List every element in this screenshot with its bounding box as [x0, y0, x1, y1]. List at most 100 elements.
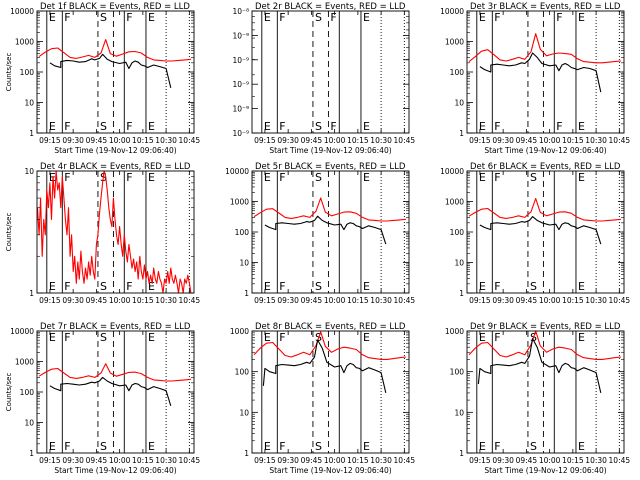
panel-det-3: Det 3r BLACK = Events, RED = LLD Start Ti… [440, 2, 630, 155]
x-tick-label: 10:15 [562, 136, 584, 145]
series-events [49, 53, 172, 89]
marker-letter: E [479, 440, 486, 453]
y-tick-label: 10000 [440, 7, 464, 16]
x-tick-label: 10:15 [132, 296, 154, 305]
y-tick-label: 1000 [230, 198, 249, 207]
x-tick-label: 09:15 [39, 136, 61, 145]
series-events [479, 216, 602, 245]
marker-letter: S [100, 120, 107, 133]
panel-det-2: Det 2r BLACK = Events, RED = LLD Start Ti… [232, 2, 415, 155]
panel-title: Det 7r BLACK = Events, RED = LLD [40, 322, 191, 332]
marker-letter: F [330, 11, 336, 24]
y-tick-label: 1000 [445, 327, 464, 336]
y-tick-label: 10⁻⁸ [232, 7, 249, 16]
marker-letter: F [556, 11, 562, 24]
plot-frame [36, 10, 195, 134]
x-tick-label: 09:45 [86, 136, 108, 145]
x-tick-label: 10:00 [324, 296, 346, 305]
y-tick-label: 10⁻⁹ [232, 56, 249, 65]
marker-letter: F [126, 171, 132, 184]
series-lld [253, 197, 406, 222]
x-tick-label: 10:00 [109, 456, 131, 465]
x-tick-label: 10:45 [609, 456, 631, 465]
x-tick-label: 10:45 [394, 456, 416, 465]
marker-letter: E [264, 120, 271, 133]
y-tick-label: 10⁻⁹ [232, 80, 249, 89]
x-tick-label: 10:45 [394, 296, 416, 305]
panel-title: Det 5r BLACK = Events, RED = LLD [255, 162, 406, 172]
x-axis-label: Start Time (19-Nov-12 09:06:40) [269, 146, 391, 155]
series-lld [468, 197, 621, 222]
y-tick-label: 10 [239, 408, 249, 417]
marker-letter: E [148, 280, 155, 293]
y-tick-label: 1 [244, 289, 249, 298]
x-axis-label: Start Time (19-Nov-12 09:06:40) [269, 466, 391, 475]
marker-letter: E [264, 331, 271, 344]
plot-frame [251, 10, 410, 134]
marker-letter: S [315, 171, 322, 184]
series-lld [38, 363, 191, 382]
x-tick-label: 10:15 [132, 136, 154, 145]
plot-frame [251, 330, 410, 454]
y-tick-label: 10⁻⁹ [232, 105, 249, 114]
marker-letter: E [264, 11, 271, 24]
x-tick-label: 09:15 [469, 136, 491, 145]
panel-det-7: Det 7r BLACK = Events, RED = LLD Counts/s… [5, 322, 200, 475]
marker-letter: S [100, 11, 107, 24]
marker-letter: E [363, 120, 370, 133]
panel-det-1: Det 1f BLACK = Events, RED = LLD Counts/s… [5, 2, 200, 155]
y-tick-label: 100 [450, 228, 465, 237]
series-events [264, 215, 387, 245]
x-tick-label: 09:45 [301, 456, 323, 465]
marker-letter: E [578, 440, 585, 453]
marker-letter: F [494, 331, 500, 344]
panel-title: Det 3r BLACK = Events, RED = LLD [470, 2, 621, 12]
y-tick-label: 1000 [445, 198, 464, 207]
y-tick-label: 1 [459, 449, 464, 458]
y-tick-label: 100 [20, 68, 35, 77]
x-tick-label: 09:30 [277, 456, 299, 465]
x-tick-label: 10:45 [609, 296, 631, 305]
marker-letter: E [479, 280, 486, 293]
x-tick-label: 10:15 [562, 456, 584, 465]
marker-letter: S [100, 440, 107, 453]
x-tick-label: 10:45 [179, 456, 201, 465]
marker-letter: F [64, 331, 70, 344]
y-tick-label: 10 [239, 259, 249, 268]
marker-letter: E [479, 11, 486, 24]
y-axis-label: Counts/sec [5, 213, 13, 252]
marker-letter: E [363, 280, 370, 293]
x-tick-label: 09:45 [301, 296, 323, 305]
panel-title: Det 1f BLACK = Events, RED = LLD [40, 2, 190, 12]
marker-letter: F [494, 11, 500, 24]
marker-letter: E [479, 120, 486, 133]
panel-title: Det 9r BLACK = Events, RED = LLD [470, 322, 621, 332]
marker-letter: S [315, 440, 322, 453]
x-axis-label: Start Time (19-Nov-12 09:06:40) [54, 466, 176, 475]
y-tick-label: 10000 [10, 327, 34, 336]
x-tick-label: 10:45 [179, 136, 201, 145]
y-tick-label: 1 [29, 129, 34, 138]
plot-frame [466, 330, 625, 454]
series-events [49, 376, 172, 407]
y-tick-label: 10 [454, 408, 464, 417]
x-tick-label: 10:30 [155, 296, 177, 305]
y-tick-label: 1000 [15, 38, 34, 47]
marker-letter: E [49, 440, 56, 453]
marker-letter: E [148, 331, 155, 344]
plot-frame [36, 330, 195, 454]
x-tick-label: 09:45 [86, 296, 108, 305]
x-tick-label: 09:15 [39, 456, 61, 465]
marker-letter: E [49, 331, 56, 344]
marker-letter: E [148, 120, 155, 133]
x-tick-label: 10:15 [347, 136, 369, 145]
series-events [477, 338, 602, 394]
series-lld [38, 39, 191, 62]
marker-letter: E [363, 331, 370, 344]
y-tick-label: 10 [24, 419, 34, 428]
y-tick-label: 1 [29, 289, 34, 298]
x-tick-label: 09:15 [469, 296, 491, 305]
x-tick-label: 09:30 [492, 136, 514, 145]
x-tick-label: 10:00 [539, 456, 561, 465]
